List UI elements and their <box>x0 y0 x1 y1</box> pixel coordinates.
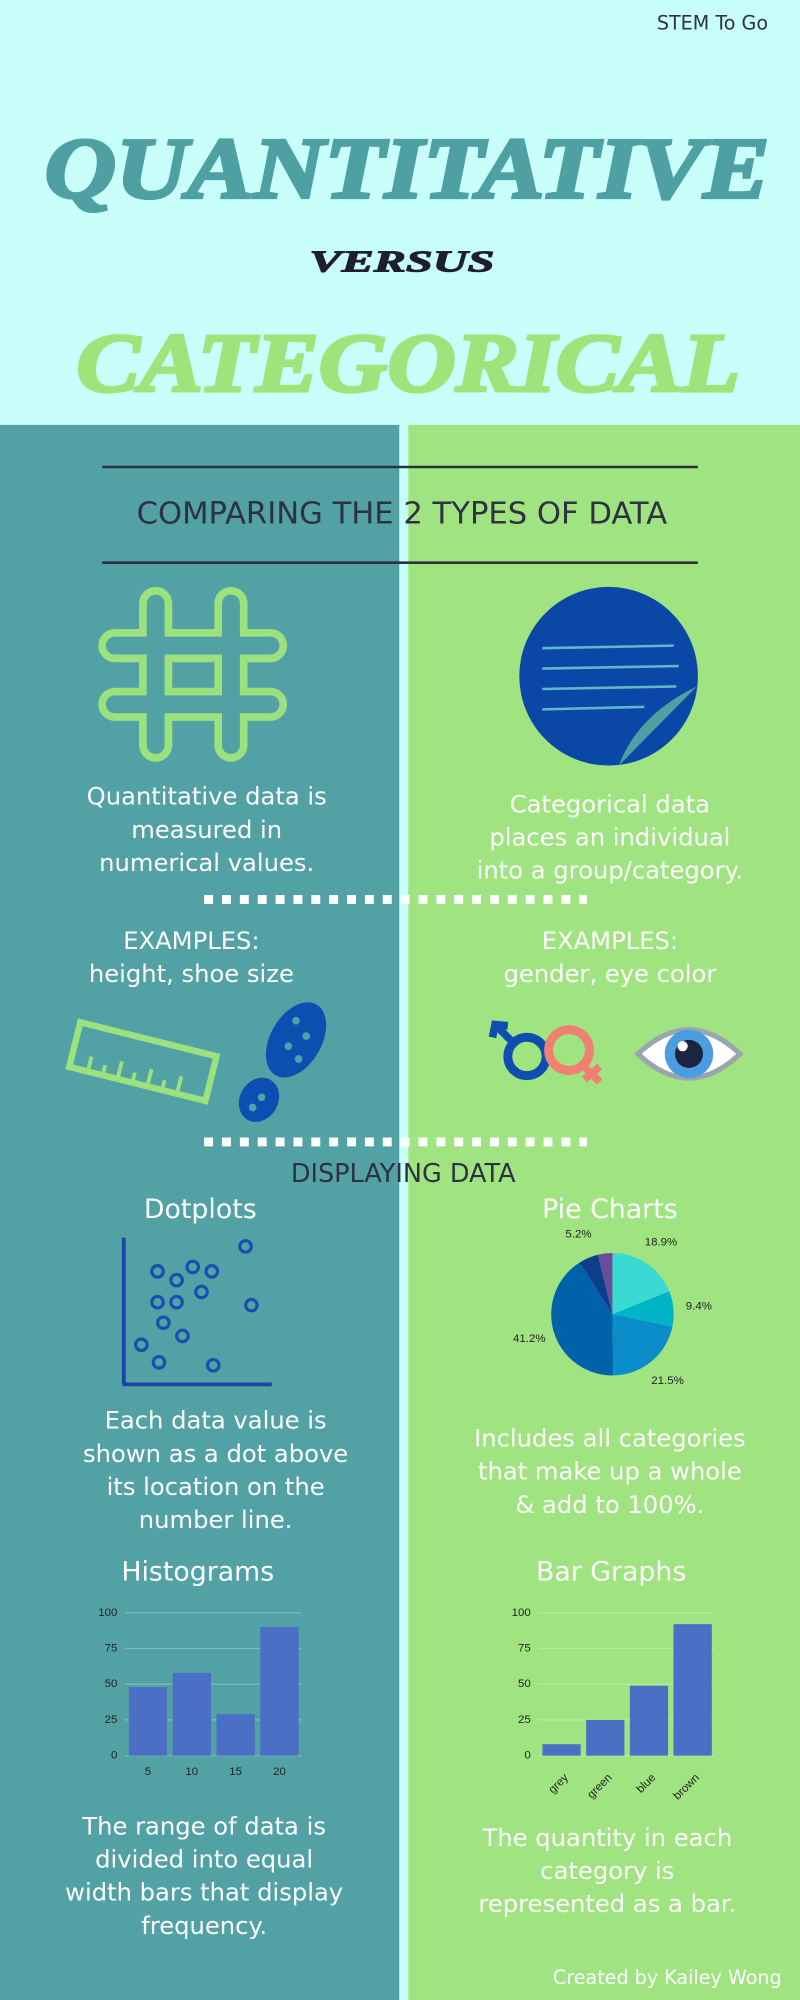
caption: divided into equal <box>95 1845 313 1874</box>
dot <box>175 1328 190 1344</box>
examples: gender, eye color <box>503 959 716 988</box>
y-tick-label: 50 <box>518 1678 531 1690</box>
bar <box>216 1714 255 1756</box>
dot <box>244 1297 259 1313</box>
shoe-print-icon <box>238 1002 327 1122</box>
caption: category is <box>540 1856 674 1885</box>
document-icon <box>519 586 698 766</box>
pie-slice <box>597 1252 613 1315</box>
examples-label: EXAMPLES: <box>542 926 678 955</box>
chart-title: Dotplots <box>144 1194 257 1225</box>
dot <box>150 1294 165 1310</box>
bar <box>586 1719 625 1756</box>
pie-slice <box>579 1254 613 1315</box>
description: into a group/category. <box>477 856 744 885</box>
title: QUANTITATIVE <box>45 120 770 216</box>
caption: frequency. <box>141 1911 267 1940</box>
x-tick-label: 20 <box>273 1766 286 1778</box>
dot <box>169 1272 184 1288</box>
dot <box>156 1315 171 1331</box>
ruler-icon <box>65 1018 221 1105</box>
x-tick-label: 5 <box>145 1766 151 1778</box>
dot <box>194 1284 209 1300</box>
pie-slice <box>551 1262 614 1376</box>
description: Quantitative data is <box>87 782 327 811</box>
hash-icon <box>98 586 288 762</box>
chart-title: Pie Charts <box>542 1194 678 1225</box>
dot <box>134 1337 149 1353</box>
dot <box>205 1357 221 1373</box>
brand: STEM To Go <box>657 11 768 34</box>
x-tick-label: 15 <box>229 1766 242 1778</box>
chart-title: Bar Graphs <box>536 1556 686 1587</box>
description: Categorical data <box>510 789 710 818</box>
x-tick-label: 10 <box>185 1766 198 1778</box>
caption: shown as a dot above <box>83 1439 348 1468</box>
caption: that make up a whole <box>478 1457 742 1486</box>
footer: Created by Kailey Wong <box>553 1966 782 1989</box>
y-tick-label: 0 <box>524 1750 530 1762</box>
dot <box>150 1264 165 1279</box>
section-title: DISPLAYING DATA <box>291 1159 516 1189</box>
caption: width bars that display <box>65 1878 343 1907</box>
y-tick-label: 25 <box>105 1714 118 1726</box>
examples: height, shoe size <box>89 959 294 988</box>
subtitle: COMPARING THE 2 TYPES OF DATA <box>137 497 668 532</box>
pie-label: 9.4% <box>686 1301 712 1313</box>
dot <box>204 1264 220 1279</box>
pie-label: 41.2% <box>513 1333 546 1345</box>
y-tick-label: 50 <box>105 1678 118 1690</box>
dot <box>185 1259 201 1275</box>
pie-label: 18.9% <box>645 1236 678 1248</box>
caption: & add to 100%. <box>515 1490 704 1519</box>
header-background <box>0 0 800 427</box>
connector: VERSUS <box>309 245 494 279</box>
divider <box>399 424 409 2000</box>
gender-icon <box>488 1020 603 1085</box>
caption: number line. <box>139 1505 293 1534</box>
y-tick-label: 25 <box>518 1714 531 1726</box>
title2: CATEGORICAL <box>77 317 740 410</box>
bar <box>128 1687 168 1756</box>
bar <box>673 1624 712 1756</box>
bar <box>260 1627 299 1756</box>
pie-label: 5.2% <box>565 1228 591 1240</box>
y-tick-label: 0 <box>111 1750 117 1762</box>
y-tick-label: 100 <box>512 1607 531 1619</box>
bar <box>172 1672 211 1756</box>
pie-label: 21.5% <box>651 1375 684 1387</box>
chart-title: Histograms <box>121 1556 274 1587</box>
description: measured in <box>131 815 282 844</box>
caption: The quantity in each <box>481 1823 732 1852</box>
pie-slice <box>612 1314 673 1376</box>
bar <box>542 1744 581 1756</box>
pie-slice <box>612 1252 670 1315</box>
dot <box>151 1355 167 1370</box>
caption: Includes all categories <box>474 1423 746 1452</box>
y-tick-label: 100 <box>98 1607 117 1619</box>
caption: its location on the <box>107 1472 325 1501</box>
examples-label: EXAMPLES: <box>123 926 259 955</box>
y-tick-label: 75 <box>518 1642 531 1654</box>
description: places an individual <box>489 823 730 852</box>
y-tick-label: 75 <box>105 1642 118 1654</box>
dot <box>169 1294 184 1310</box>
caption: Each data value is <box>105 1406 327 1435</box>
bar <box>629 1685 669 1756</box>
dot <box>238 1239 253 1254</box>
description: numerical values. <box>99 848 314 877</box>
eye-icon <box>634 1027 744 1081</box>
caption: The range of data is <box>81 1811 326 1840</box>
caption: represented as a bar. <box>478 1889 736 1918</box>
pie-slice <box>612 1291 674 1327</box>
